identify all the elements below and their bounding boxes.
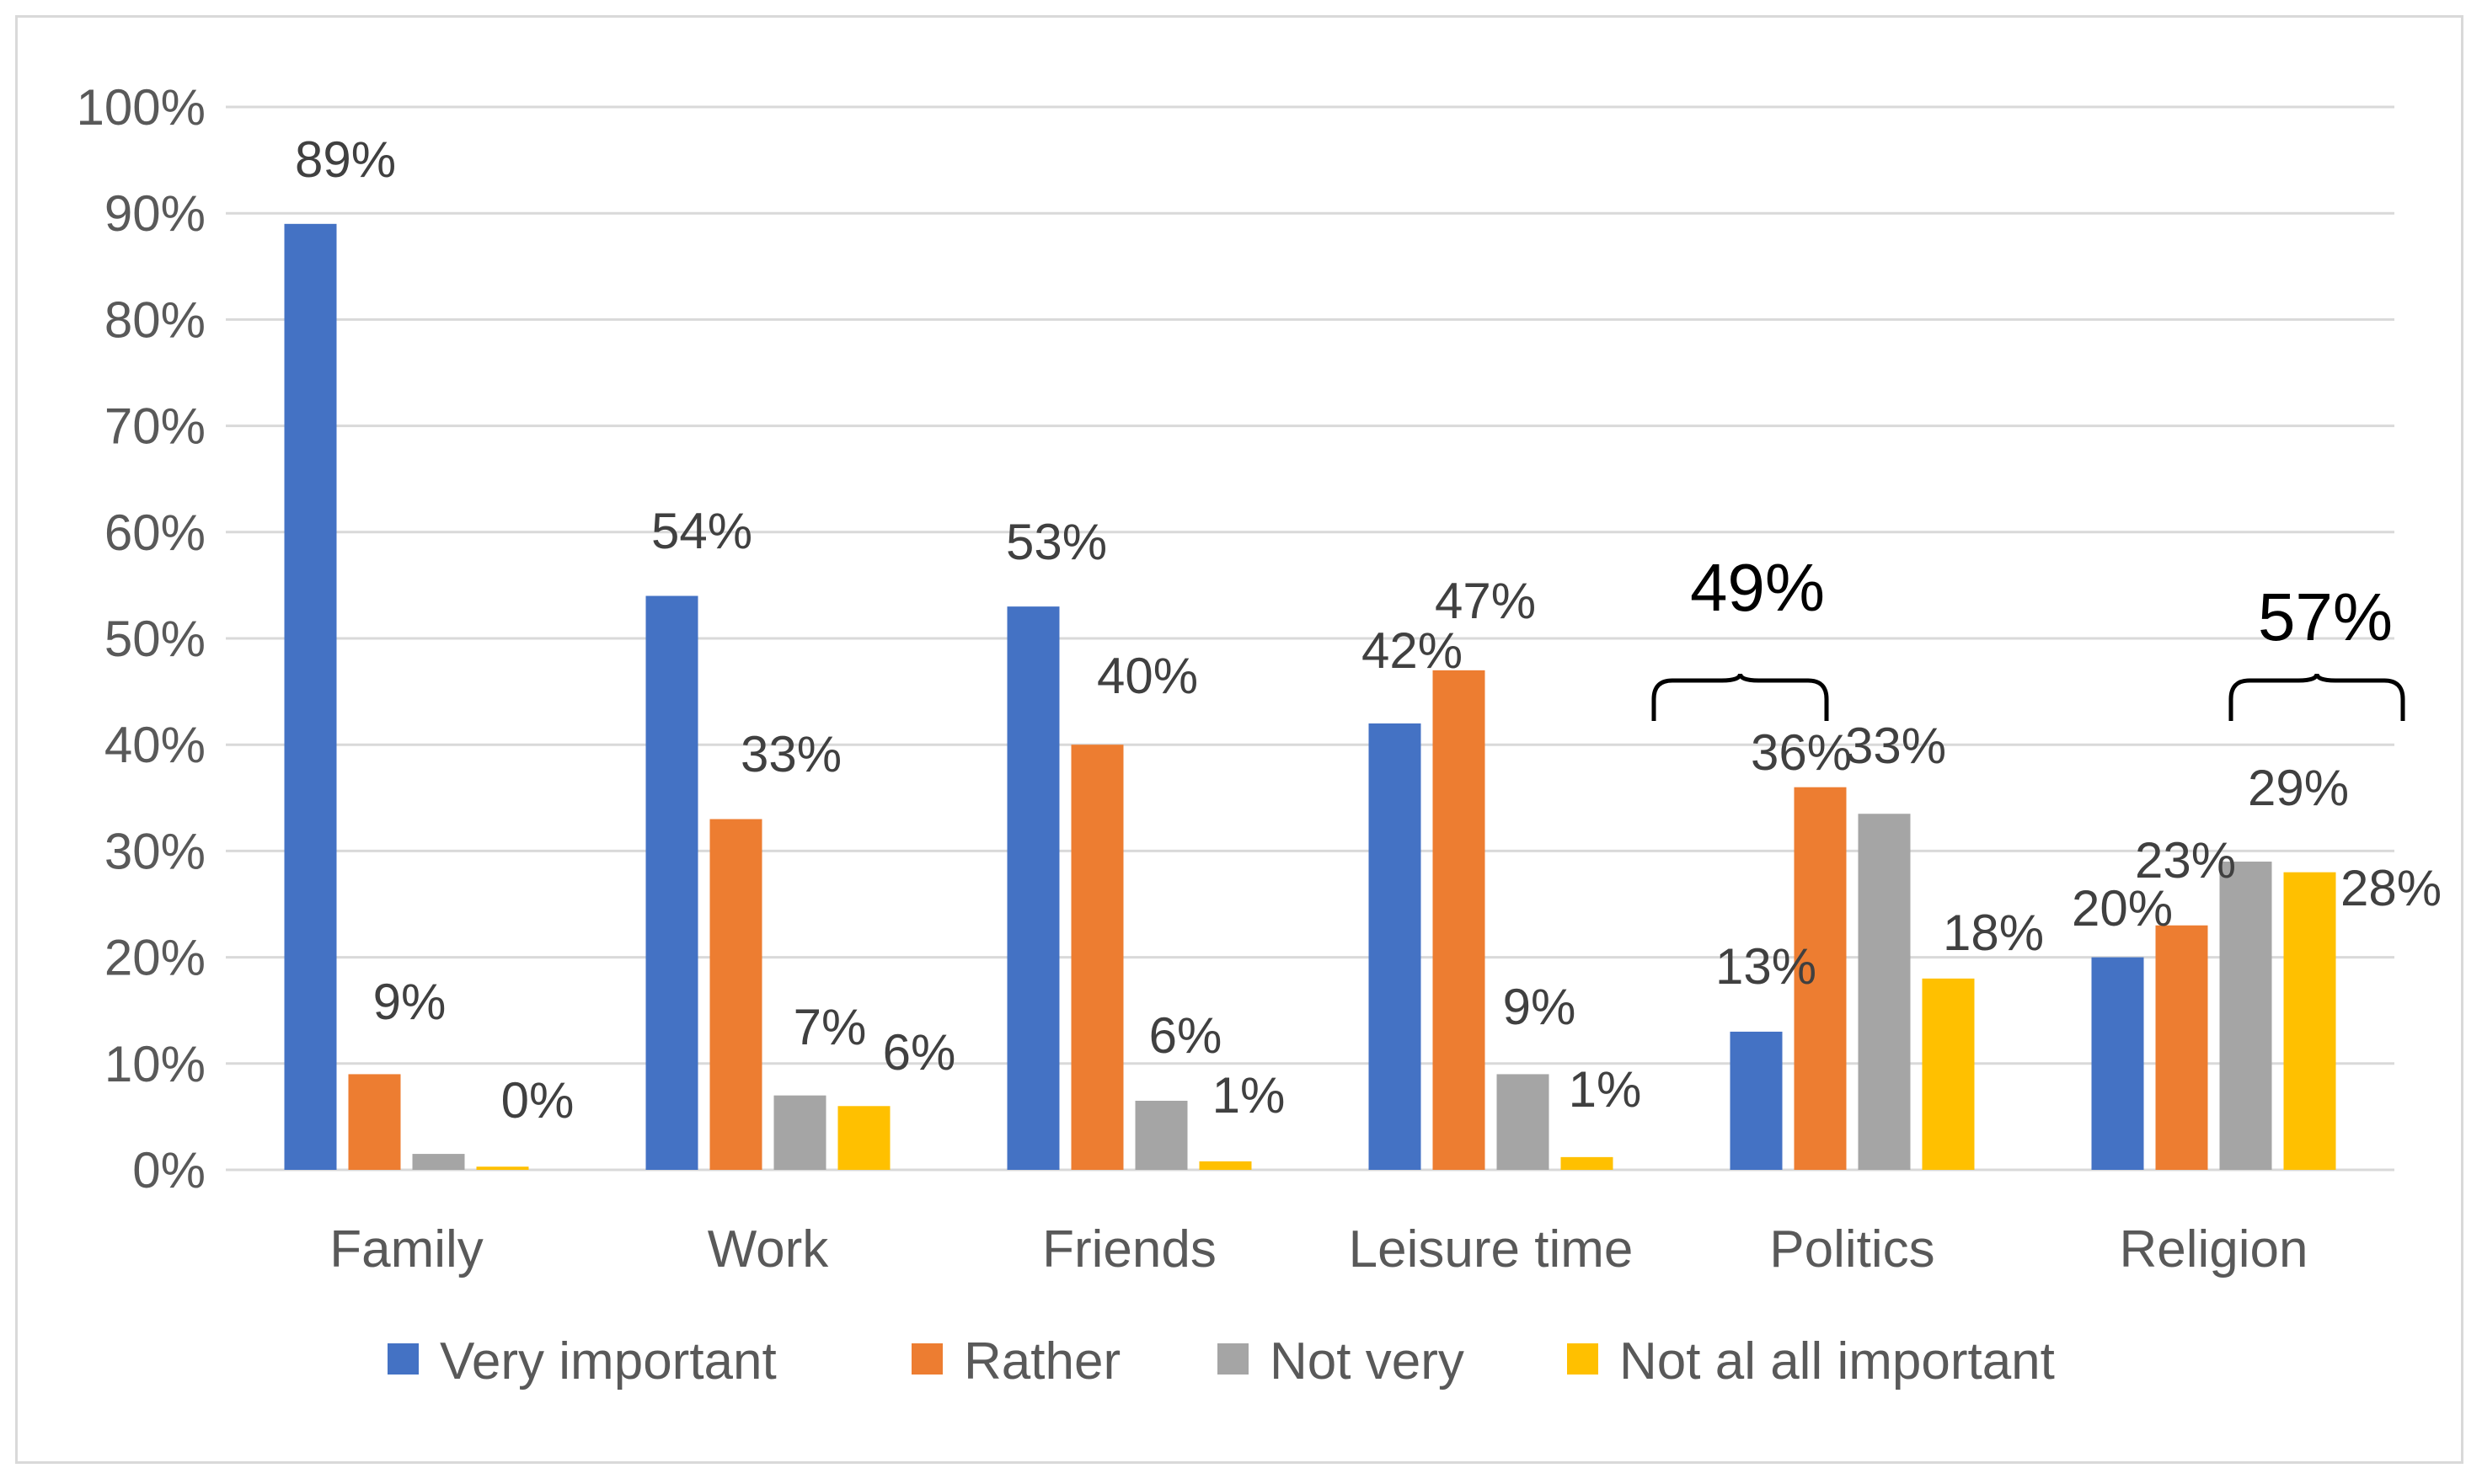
data-label-religion-not-very: 29%: [2248, 760, 2349, 816]
data-label-family-rather: 9%: [373, 974, 447, 1030]
data-label-politics-not-very: 33%: [1845, 718, 1946, 774]
bar-religion-rather: [2155, 925, 2208, 1170]
bars: [284, 223, 2336, 1170]
brace-annotations: 49% 57%: [1651, 550, 2405, 721]
data-label-work-rather: 33%: [741, 726, 842, 782]
y-tick-50: 50%: [104, 611, 206, 667]
bar-religion-not-al-all-important: [2283, 872, 2336, 1170]
bar-politics-not-very: [1858, 814, 1911, 1170]
y-tick-100: 100%: [77, 79, 206, 136]
legend-label-very-important: Very important: [440, 1332, 777, 1391]
category-label-leisure-time: Leisure time: [1349, 1220, 1634, 1278]
legend-swatch-very-important: [388, 1343, 419, 1375]
data-label-politics-very-important: 13%: [1715, 938, 1816, 995]
y-tick-40: 40%: [104, 717, 206, 773]
x-axis-categories: Family Work Friends Leisure time Politics Rel…: [329, 1220, 2308, 1278]
data-label-politics-not-al-all-important: 18%: [1943, 905, 2044, 961]
bar-religion-not-very: [2219, 862, 2272, 1170]
y-tick-10: 10%: [104, 1036, 206, 1092]
category-label-friends: Friends: [1042, 1220, 1217, 1278]
category-label-politics: Politics: [1769, 1220, 1934, 1278]
bar-politics-rather: [1794, 787, 1847, 1170]
data-label-religion-not-al-all-important: 28%: [2340, 860, 2442, 916]
bar-religion-very-important: [2091, 957, 2144, 1170]
bar-family-not-very: [412, 1154, 465, 1170]
y-tick-20: 20%: [104, 930, 206, 986]
legend-swatch-not-al-all-important: [1567, 1343, 1598, 1375]
y-tick-90: 90%: [104, 185, 206, 242]
data-label-friends-rather: 40%: [1097, 648, 1198, 704]
data-label-friends-very-important: 53%: [1006, 514, 1107, 570]
legend-label-not-very: Not very: [1270, 1332, 1464, 1391]
bar-friends-not-al-all-important: [1199, 1161, 1252, 1170]
bar-politics-very-important: [1730, 1031, 1783, 1170]
bar-family-not-al-all-important: [476, 1166, 529, 1170]
y-tick-70: 70%: [104, 398, 206, 455]
data-label-leisure-time-not-al-all-important: 1%: [1569, 1061, 1642, 1118]
y-tick-0: 0%: [132, 1142, 206, 1198]
bar-leisure-time-not-very: [1496, 1074, 1549, 1170]
bar-work-not-very: [773, 1095, 826, 1170]
legend: Very important Rather Not very Not al all i…: [388, 1332, 2055, 1391]
bar-leisure-time-very-important: [1368, 723, 1421, 1170]
data-label-family-not-al-all-important: 0%: [501, 1072, 575, 1129]
bar-work-not-al-all-important: [837, 1106, 891, 1170]
bar-leisure-time-not-al-all-important: [1560, 1156, 1613, 1170]
data-label-religion-rather: 23%: [2135, 832, 2236, 889]
legend-swatch-rather: [912, 1343, 943, 1375]
bar-work-rather: [709, 819, 762, 1170]
y-tick-30: 30%: [104, 823, 206, 879]
data-label-friends-not-al-all-important: 1%: [1212, 1067, 1286, 1124]
legend-swatch-not-very: [1217, 1343, 1249, 1375]
bar-family-rather: [348, 1074, 401, 1170]
data-label-friends-not-very: 6%: [1149, 1007, 1222, 1064]
bar-friends-rather: [1071, 745, 1124, 1170]
data-label-work-not-very: 7%: [794, 999, 867, 1055]
brace-politics: [1651, 673, 1829, 721]
bar-politics-not-al-all-important: [1922, 978, 1975, 1170]
bar-friends-not-very: [1135, 1100, 1188, 1170]
data-label-politics-rather: 36%: [1751, 724, 1852, 781]
chart-frame: [15, 15, 2463, 1464]
y-tick-60: 60%: [104, 504, 206, 561]
category-label-religion: Religion: [2119, 1220, 2308, 1278]
data-label-leisure-time-not-very: 9%: [1503, 979, 1576, 1035]
brace-religion: [2228, 673, 2405, 721]
legend-label-rather: Rather: [964, 1332, 1121, 1391]
data-label-leisure-time-rather: 47%: [1435, 573, 1536, 629]
data-label-work-very-important: 54%: [651, 503, 752, 559]
category-label-family: Family: [329, 1220, 484, 1278]
bar-family-very-important: [284, 223, 337, 1170]
brace-label-politics: 49%: [1690, 550, 1825, 625]
bar-leisure-time-rather: [1432, 670, 1485, 1170]
data-label-leisure-time-very-important: 42%: [1361, 622, 1463, 679]
gridlines: [226, 105, 2394, 1172]
brace-label-religion: 57%: [2258, 579, 2393, 654]
y-axis-ticks: 0% 10% 20% 30% 40% 50% 60% 70% 80% 90% 100%: [77, 79, 206, 1198]
category-label-work: Work: [708, 1220, 830, 1278]
data-label-family-very-important: 89%: [295, 131, 396, 188]
legend-label-not-al-all-important: Not al all important: [1619, 1332, 2055, 1391]
data-labels: 89% 54% 53% 42% 13% 20% 9% 33% 40% 47% 36% 23% 7% 6% 9…: [295, 131, 2442, 1129]
y-tick-80: 80%: [104, 291, 206, 348]
data-label-religion-very-important: 20%: [2072, 880, 2173, 937]
bar-work-very-important: [645, 595, 698, 1170]
data-label-work-not-al-all-important: 6%: [883, 1024, 956, 1081]
bar-friends-very-important: [1007, 606, 1060, 1170]
